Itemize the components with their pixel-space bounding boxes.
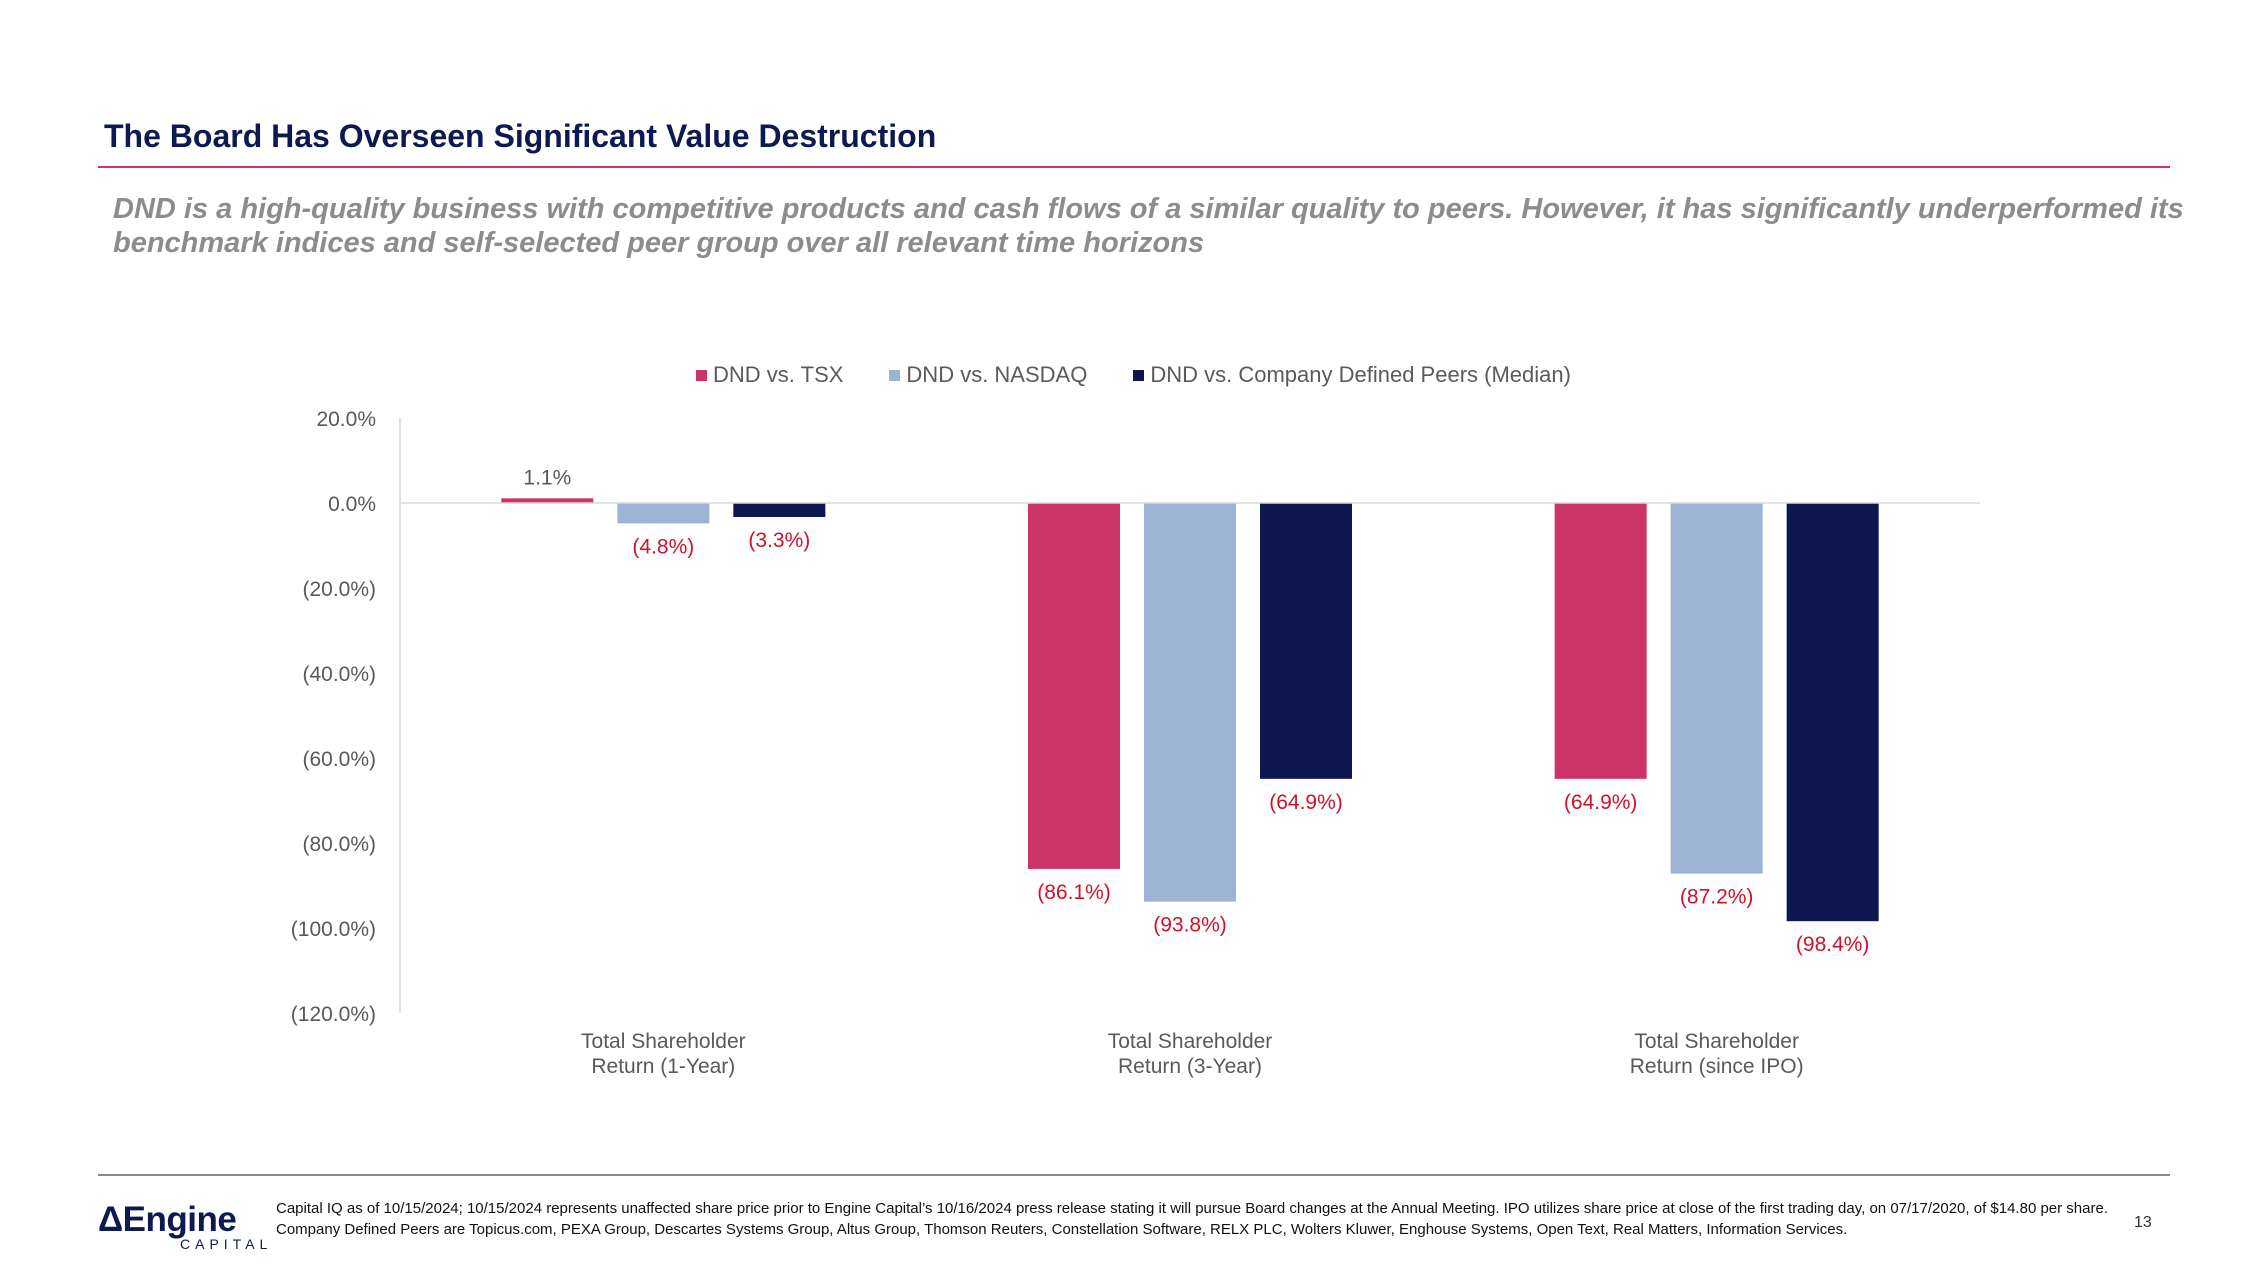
legend-swatch-peers — [1133, 369, 1145, 381]
y-tick-label: (40.0%) — [302, 663, 376, 686]
bar — [1786, 503, 1879, 922]
bar-chart: 20.0% 0.0% (20.0%) (40.0%) (60.0%) (80.0%) (10… — [291, 408, 1980, 1078]
bar — [1554, 503, 1647, 779]
x-tick-label: Total Shareholder — [1634, 1030, 1799, 1053]
data-label: (64.9%) — [1269, 791, 1343, 814]
legend-item-nasdaq: DND vs. NASDAQ — [889, 362, 1087, 388]
y-tick-label: (120.0%) — [291, 1003, 376, 1026]
bar — [733, 503, 826, 518]
data-label: (93.8%) — [1153, 914, 1227, 937]
data-label: (3.3%) — [748, 529, 810, 552]
data-label: (4.8%) — [632, 535, 694, 558]
y-tick-label: 20.0% — [316, 408, 376, 431]
legend-label-nasdaq: DND vs. NASDAQ — [906, 362, 1088, 387]
y-tick-label: (80.0%) — [302, 833, 376, 856]
legend-item-tsx: DND vs. TSX — [696, 362, 843, 388]
data-label: (87.2%) — [1680, 886, 1754, 909]
x-tick-label: Return (since IPO) — [1630, 1055, 1804, 1078]
legend-swatch-tsx — [696, 369, 708, 381]
bar — [617, 503, 710, 524]
x-tick-label: Return (1-Year) — [591, 1055, 735, 1078]
source-footnote: Capital IQ as of 10/15/2024; 10/15/2024 … — [276, 1200, 2108, 1238]
y-tick-label: 0.0% — [328, 493, 376, 516]
bar — [1260, 503, 1352, 779]
data-label: (86.1%) — [1037, 881, 1111, 904]
bar — [1144, 503, 1236, 902]
legend-label-peers: DND vs. Company Defined Peers (Median) — [1150, 362, 1571, 387]
page-title: The Board Has Overseen Significant Value… — [104, 118, 937, 154]
x-tick-label: Total Shareholder — [1108, 1030, 1273, 1053]
bar — [1670, 503, 1763, 874]
data-label: 1.1% — [523, 466, 571, 489]
title-divider — [98, 166, 2170, 168]
legend-item-peers: DND vs. Company Defined Peers (Median) — [1133, 362, 1571, 388]
logo-wordmark: ΔEngine — [98, 1200, 237, 1239]
page-number: 13 — [2134, 1214, 2152, 1231]
x-tick-label: Total Shareholder — [581, 1030, 746, 1053]
y-tick-label: (20.0%) — [302, 578, 376, 601]
data-label: (98.4%) — [1796, 933, 1870, 956]
bar — [1028, 503, 1120, 869]
logo-subtext: CAPITAL — [180, 1236, 273, 1252]
y-tick-label: (100.0%) — [291, 918, 376, 941]
bar — [501, 498, 594, 503]
chart-legend: DND vs. TSX DND vs. NASDAQ DND vs. Compa… — [0, 362, 2267, 388]
footer-divider — [98, 1174, 2170, 1176]
x-tick-label: Return (3-Year) — [1118, 1055, 1262, 1078]
y-tick-label: (60.0%) — [302, 748, 376, 771]
page-subtitle: DND is a high-quality business with comp… — [113, 193, 2184, 259]
engine-capital-logo: ΔEngine CAPITAL — [98, 1200, 273, 1252]
data-label: (64.9%) — [1564, 791, 1638, 814]
legend-label-tsx: DND vs. TSX — [713, 362, 844, 387]
legend-swatch-nasdaq — [889, 369, 901, 381]
